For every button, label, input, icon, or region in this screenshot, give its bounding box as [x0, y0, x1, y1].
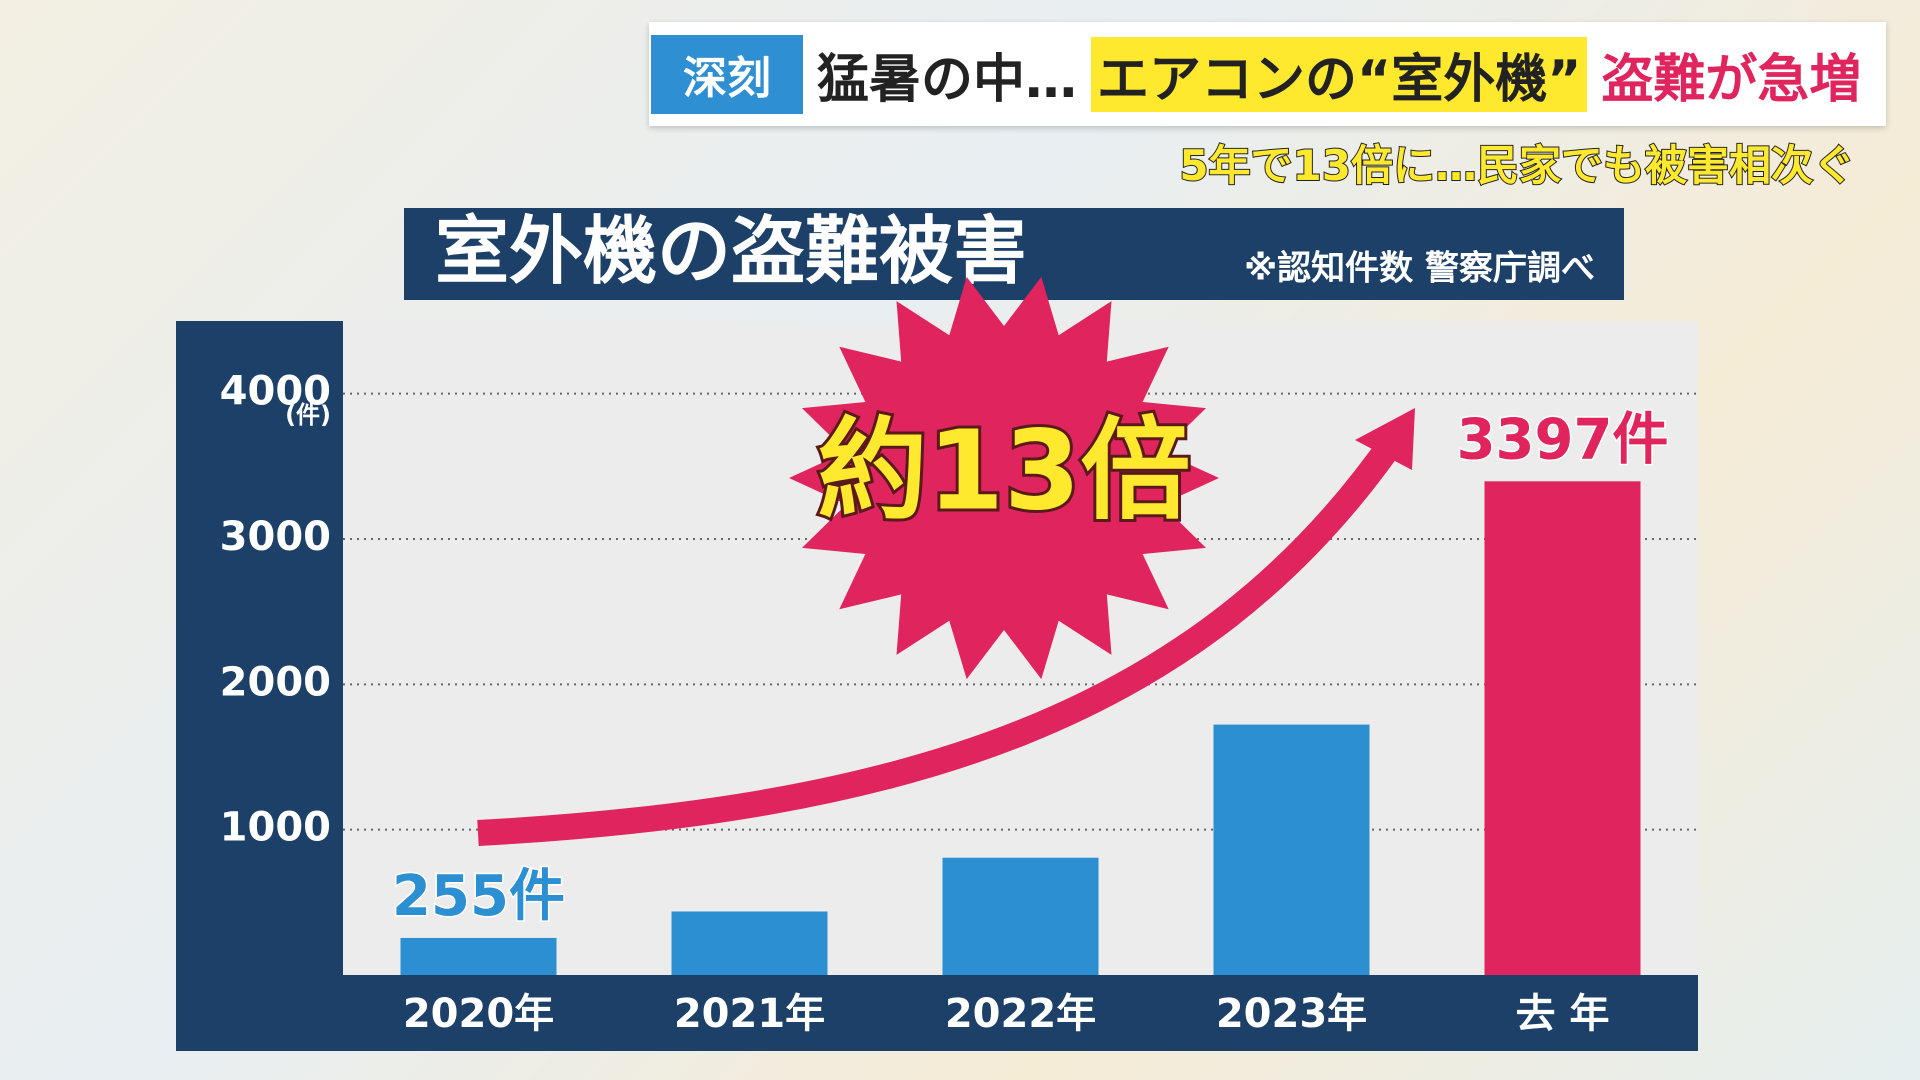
x-tick-label: 2023年 — [1216, 991, 1367, 1037]
headline-highlight: エアコンの“室外機” — [1091, 36, 1588, 112]
x-tick-label: 去 年 — [1516, 991, 1610, 1037]
y-tick-label: 3000 — [220, 514, 331, 560]
headline: 猛暑の中… — [817, 49, 1078, 110]
chart-subtitle: ※認知件数 警察庁調べ — [1244, 249, 1595, 289]
bar — [942, 857, 1099, 975]
chart-title: 室外機の盗難被害 — [435, 209, 1027, 295]
headline-red: 盗難が急増 — [1601, 49, 1862, 110]
annotation: 約13倍 — [817, 406, 1190, 534]
title-panel — [404, 208, 1624, 300]
x-tick-label: 2020年 — [403, 991, 554, 1037]
y-tick-label: 1000 — [220, 805, 331, 851]
arrow-head — [1355, 408, 1415, 470]
y-unit: (件) — [285, 401, 331, 429]
bar — [671, 911, 828, 975]
x-tick-label: 2021年 — [674, 991, 825, 1037]
bar — [1213, 724, 1370, 975]
x-tick-label: 2022年 — [945, 991, 1096, 1037]
value-label: 255件 — [392, 864, 565, 929]
bar — [1484, 481, 1641, 975]
badge: 深刻 — [651, 34, 803, 114]
headline-bar: 深刻 猛暑の中… エアコンの“室外機” 盗難が急増 — [649, 22, 1886, 126]
y-tick-label: 4000 — [220, 369, 331, 415]
value-label: 3397件 — [1457, 407, 1669, 472]
trend-arrow — [477, 430, 1406, 846]
starburst — [789, 276, 1219, 680]
bar — [400, 937, 557, 975]
subheadline: 5年で13倍に…民家でも被害相次ぐ — [1178, 140, 1856, 191]
y-tick-label: 2000 — [220, 659, 331, 705]
